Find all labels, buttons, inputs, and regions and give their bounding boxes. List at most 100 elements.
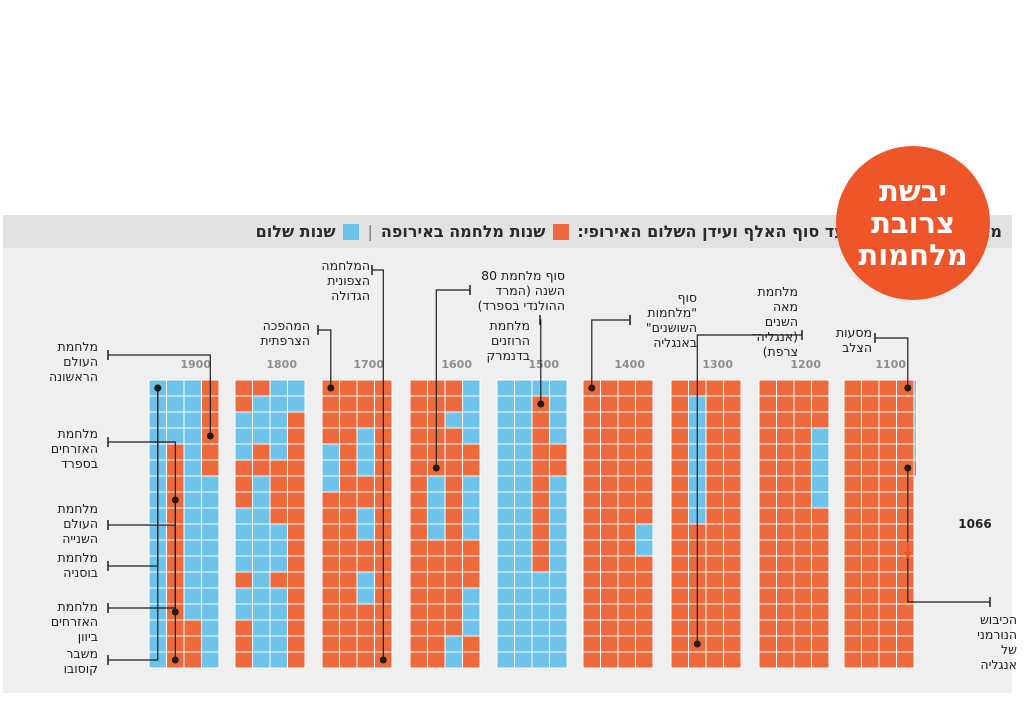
year-cell <box>183 507 202 525</box>
year-cell <box>183 523 202 541</box>
year-cell <box>793 619 812 637</box>
year-cell <box>793 635 812 653</box>
year-cell <box>843 555 862 573</box>
year-cell <box>321 411 340 429</box>
year-cell <box>617 491 636 509</box>
year-cell <box>549 603 568 621</box>
year-cell <box>723 427 742 445</box>
year-cell <box>201 523 220 541</box>
year-cell <box>321 539 340 557</box>
year-cell <box>183 427 202 445</box>
year-cell <box>356 635 375 653</box>
year-cell <box>776 635 795 653</box>
year-cell <box>600 635 619 653</box>
year-cell <box>252 411 271 429</box>
year-cell <box>617 459 636 477</box>
year-cell <box>287 539 306 557</box>
year-cell <box>444 443 463 461</box>
century-label: 1700 <box>353 358 384 371</box>
century-label: 1600 <box>441 358 472 371</box>
year-cell <box>670 475 689 493</box>
year-cell <box>252 635 271 653</box>
year-cell <box>252 379 271 397</box>
year-cell <box>462 475 481 493</box>
year-cell <box>793 443 812 461</box>
year-cell <box>811 395 830 413</box>
year-cell <box>723 539 742 557</box>
year-cell <box>896 619 915 637</box>
year-cell <box>269 395 288 413</box>
year-cell <box>339 539 358 557</box>
leader-dot <box>904 384 912 392</box>
year-cell <box>444 555 463 573</box>
year-cell <box>339 459 358 477</box>
year-cell <box>409 443 428 461</box>
year-cell <box>861 459 880 477</box>
year-cell <box>339 603 358 621</box>
year-cell <box>269 411 288 429</box>
year-cell <box>252 571 271 589</box>
year-cell <box>670 395 689 413</box>
year-cell <box>514 411 533 429</box>
year-cell <box>843 539 862 557</box>
year-cell <box>617 587 636 605</box>
year-cell <box>409 475 428 493</box>
century-label: 1200 <box>790 358 821 371</box>
year-cell <box>600 651 619 669</box>
year-cell <box>843 523 862 541</box>
annotation-wars-of-roses: סוף "מלחמות השושנים" באנגליה <box>645 290 697 350</box>
year-cell <box>896 411 915 429</box>
year-cell <box>793 459 812 477</box>
annotation-bosnia: מלחמת בוסניה <box>57 550 98 580</box>
year-cell <box>549 475 568 493</box>
year-cell <box>776 395 795 413</box>
year-cell <box>617 523 636 541</box>
year-cell <box>723 395 742 413</box>
year-cell <box>811 603 830 621</box>
year-cell <box>793 491 812 509</box>
year-cell <box>444 459 463 477</box>
year-cell <box>861 379 880 397</box>
year-cell <box>896 507 915 525</box>
year-cell <box>183 411 202 429</box>
year-cell <box>462 491 481 509</box>
year-cell <box>582 571 601 589</box>
year-cell <box>234 523 253 541</box>
year-cell <box>582 651 601 669</box>
year-cell <box>444 427 463 445</box>
year-cell <box>339 555 358 573</box>
leader-dot <box>432 464 440 472</box>
year-cell <box>843 379 862 397</box>
year-cell <box>670 459 689 477</box>
year-cell <box>861 587 880 605</box>
year-cell <box>705 411 724 429</box>
year-cell <box>201 555 220 573</box>
year-cell <box>861 395 880 413</box>
year-cell <box>549 459 568 477</box>
year-cell <box>776 459 795 477</box>
year-cell <box>617 619 636 637</box>
leader-dot <box>171 656 179 664</box>
year-cell <box>269 603 288 621</box>
year-cell <box>409 379 428 397</box>
year-cell <box>617 539 636 557</box>
year-cell <box>409 523 428 541</box>
year-cell <box>758 507 777 525</box>
year-cell <box>758 379 777 397</box>
year-cell <box>496 491 515 509</box>
year-cell <box>776 523 795 541</box>
year-cell <box>843 619 862 637</box>
year-cell <box>496 443 515 461</box>
year-cell <box>287 571 306 589</box>
year-cell <box>462 571 481 589</box>
year-cell <box>600 427 619 445</box>
year-cell <box>582 395 601 413</box>
century-label: 1900 <box>180 358 211 371</box>
year-cell <box>793 395 812 413</box>
year-cell <box>896 475 915 493</box>
year-cell <box>531 539 550 557</box>
year-cell <box>409 539 428 557</box>
year-cell <box>183 555 202 573</box>
year-cell <box>514 475 533 493</box>
annotation-ww2: מלחמת העולם השנייה <box>57 501 98 546</box>
